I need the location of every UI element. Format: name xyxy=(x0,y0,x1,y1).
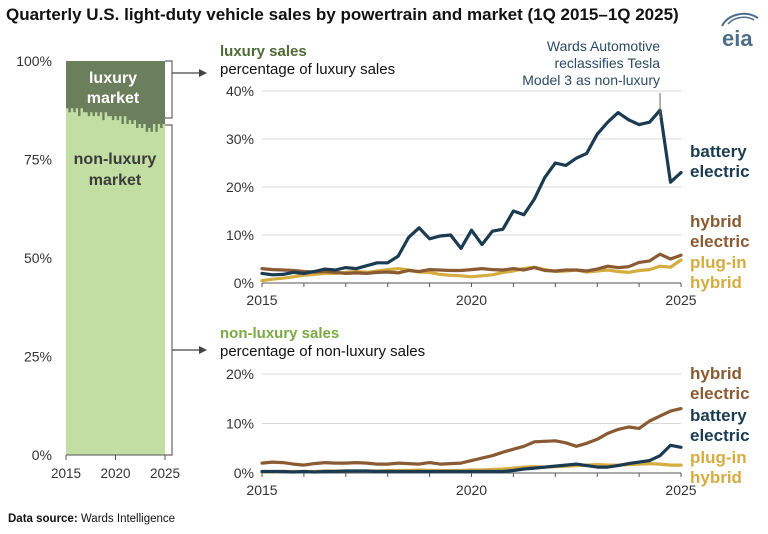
data-source-label: Data source: xyxy=(8,513,78,525)
y-tick-label: 50% xyxy=(24,250,52,266)
y-tick-label: 0% xyxy=(32,447,52,463)
luxury-bracket xyxy=(165,60,173,119)
x-tick-label: 2020 xyxy=(456,482,487,498)
luxury-market-label: luxury xyxy=(89,70,137,87)
non-luxury-bracket xyxy=(165,124,173,456)
x-tick-label: 2025 xyxy=(665,482,696,498)
plug-in-hybrid-label: hybrid xyxy=(690,273,742,292)
annotation-text: reclassifies Tesla xyxy=(554,55,660,71)
battery-electric-label: electric xyxy=(690,426,750,445)
hybrid-electric-line xyxy=(260,252,683,275)
hybrid-electric-label: electric xyxy=(690,384,750,403)
y-tick-label: 10% xyxy=(226,416,254,432)
hybrid-electric-label: hybrid xyxy=(690,212,742,231)
eia-logo: eia xyxy=(721,12,759,50)
x-tick-label: 2025 xyxy=(150,466,180,481)
non-luxury-arrow-head xyxy=(199,346,207,354)
panel-subtitle: percentage of non-luxury sales xyxy=(220,343,425,360)
chart-title: Quarterly U.S. light-duty vehicle sales … xyxy=(6,5,679,24)
panel-subtitle: percentage of luxury sales xyxy=(220,61,395,78)
x-tick-label: 2020 xyxy=(100,466,130,481)
y-tick-label: 75% xyxy=(24,152,52,168)
non-luxury-market-label: non-luxury xyxy=(74,151,157,168)
eia-logo-text: eia xyxy=(722,26,753,50)
luxury-market-label: market xyxy=(87,90,140,107)
battery-electric-line xyxy=(260,443,683,474)
y-tick-label: 40% xyxy=(226,83,254,99)
luxury-arrow-head xyxy=(199,69,207,77)
x-tick-label: 2015 xyxy=(51,466,81,481)
annotation-text: Model 3 as non-luxury xyxy=(522,72,660,88)
luxury-sales-panel: 0%10%20%30%40%2015 2020 2025batteryelectri… xyxy=(220,38,750,308)
hybrid-electric-label: hybrid xyxy=(690,364,742,383)
hybrid-electric-line xyxy=(260,407,683,467)
battery-electric-label: electric xyxy=(690,162,750,181)
battery-electric-label: battery xyxy=(690,142,747,161)
battery-electric-line xyxy=(260,108,683,277)
x-tick-label: 2025 xyxy=(665,292,696,308)
annotation-text: Wards Automotive xyxy=(547,38,660,54)
non-luxury-market-area xyxy=(66,108,165,455)
hybrid-electric-label: electric xyxy=(690,232,750,251)
data-source-text: Wards Intelligence xyxy=(80,513,176,525)
y-tick-label: 30% xyxy=(226,131,254,147)
plug-in-hybrid-label: hybrid xyxy=(690,468,742,487)
data-source-note: Data source: Wards Intelligence xyxy=(8,513,175,525)
y-tick-label: 0% xyxy=(234,465,254,481)
y-tick-label: 100% xyxy=(16,53,52,69)
non-luxury-sales-panel: 0%10%20%2015 2020 2025hybridelectricbatter… xyxy=(220,325,750,498)
panel-connectors xyxy=(165,60,207,456)
plug-in-hybrid-label: plug-in xyxy=(690,253,747,272)
y-tick-label: 20% xyxy=(226,179,254,195)
y-tick-label: 0% xyxy=(234,275,254,291)
x-tick-label: 2015 xyxy=(246,292,277,308)
market-share-panel: 0% 25% 50% 75% 100% 2015 2020 2025 luxury market n… xyxy=(16,53,180,481)
plug-in-hybrid-label: plug-in xyxy=(690,448,747,467)
panel-title: luxury sales xyxy=(220,43,307,60)
x-tick-label: 2020 xyxy=(456,292,487,308)
battery-electric-label: battery xyxy=(690,406,747,425)
y-tick-label: 20% xyxy=(226,366,254,382)
y-tick-label: 10% xyxy=(226,227,254,243)
panel-title: non-luxury sales xyxy=(220,325,339,342)
non-luxury-market-label: market xyxy=(89,172,142,189)
y-tick-label: 25% xyxy=(24,349,52,365)
x-tick-label: 2015 xyxy=(246,482,277,498)
